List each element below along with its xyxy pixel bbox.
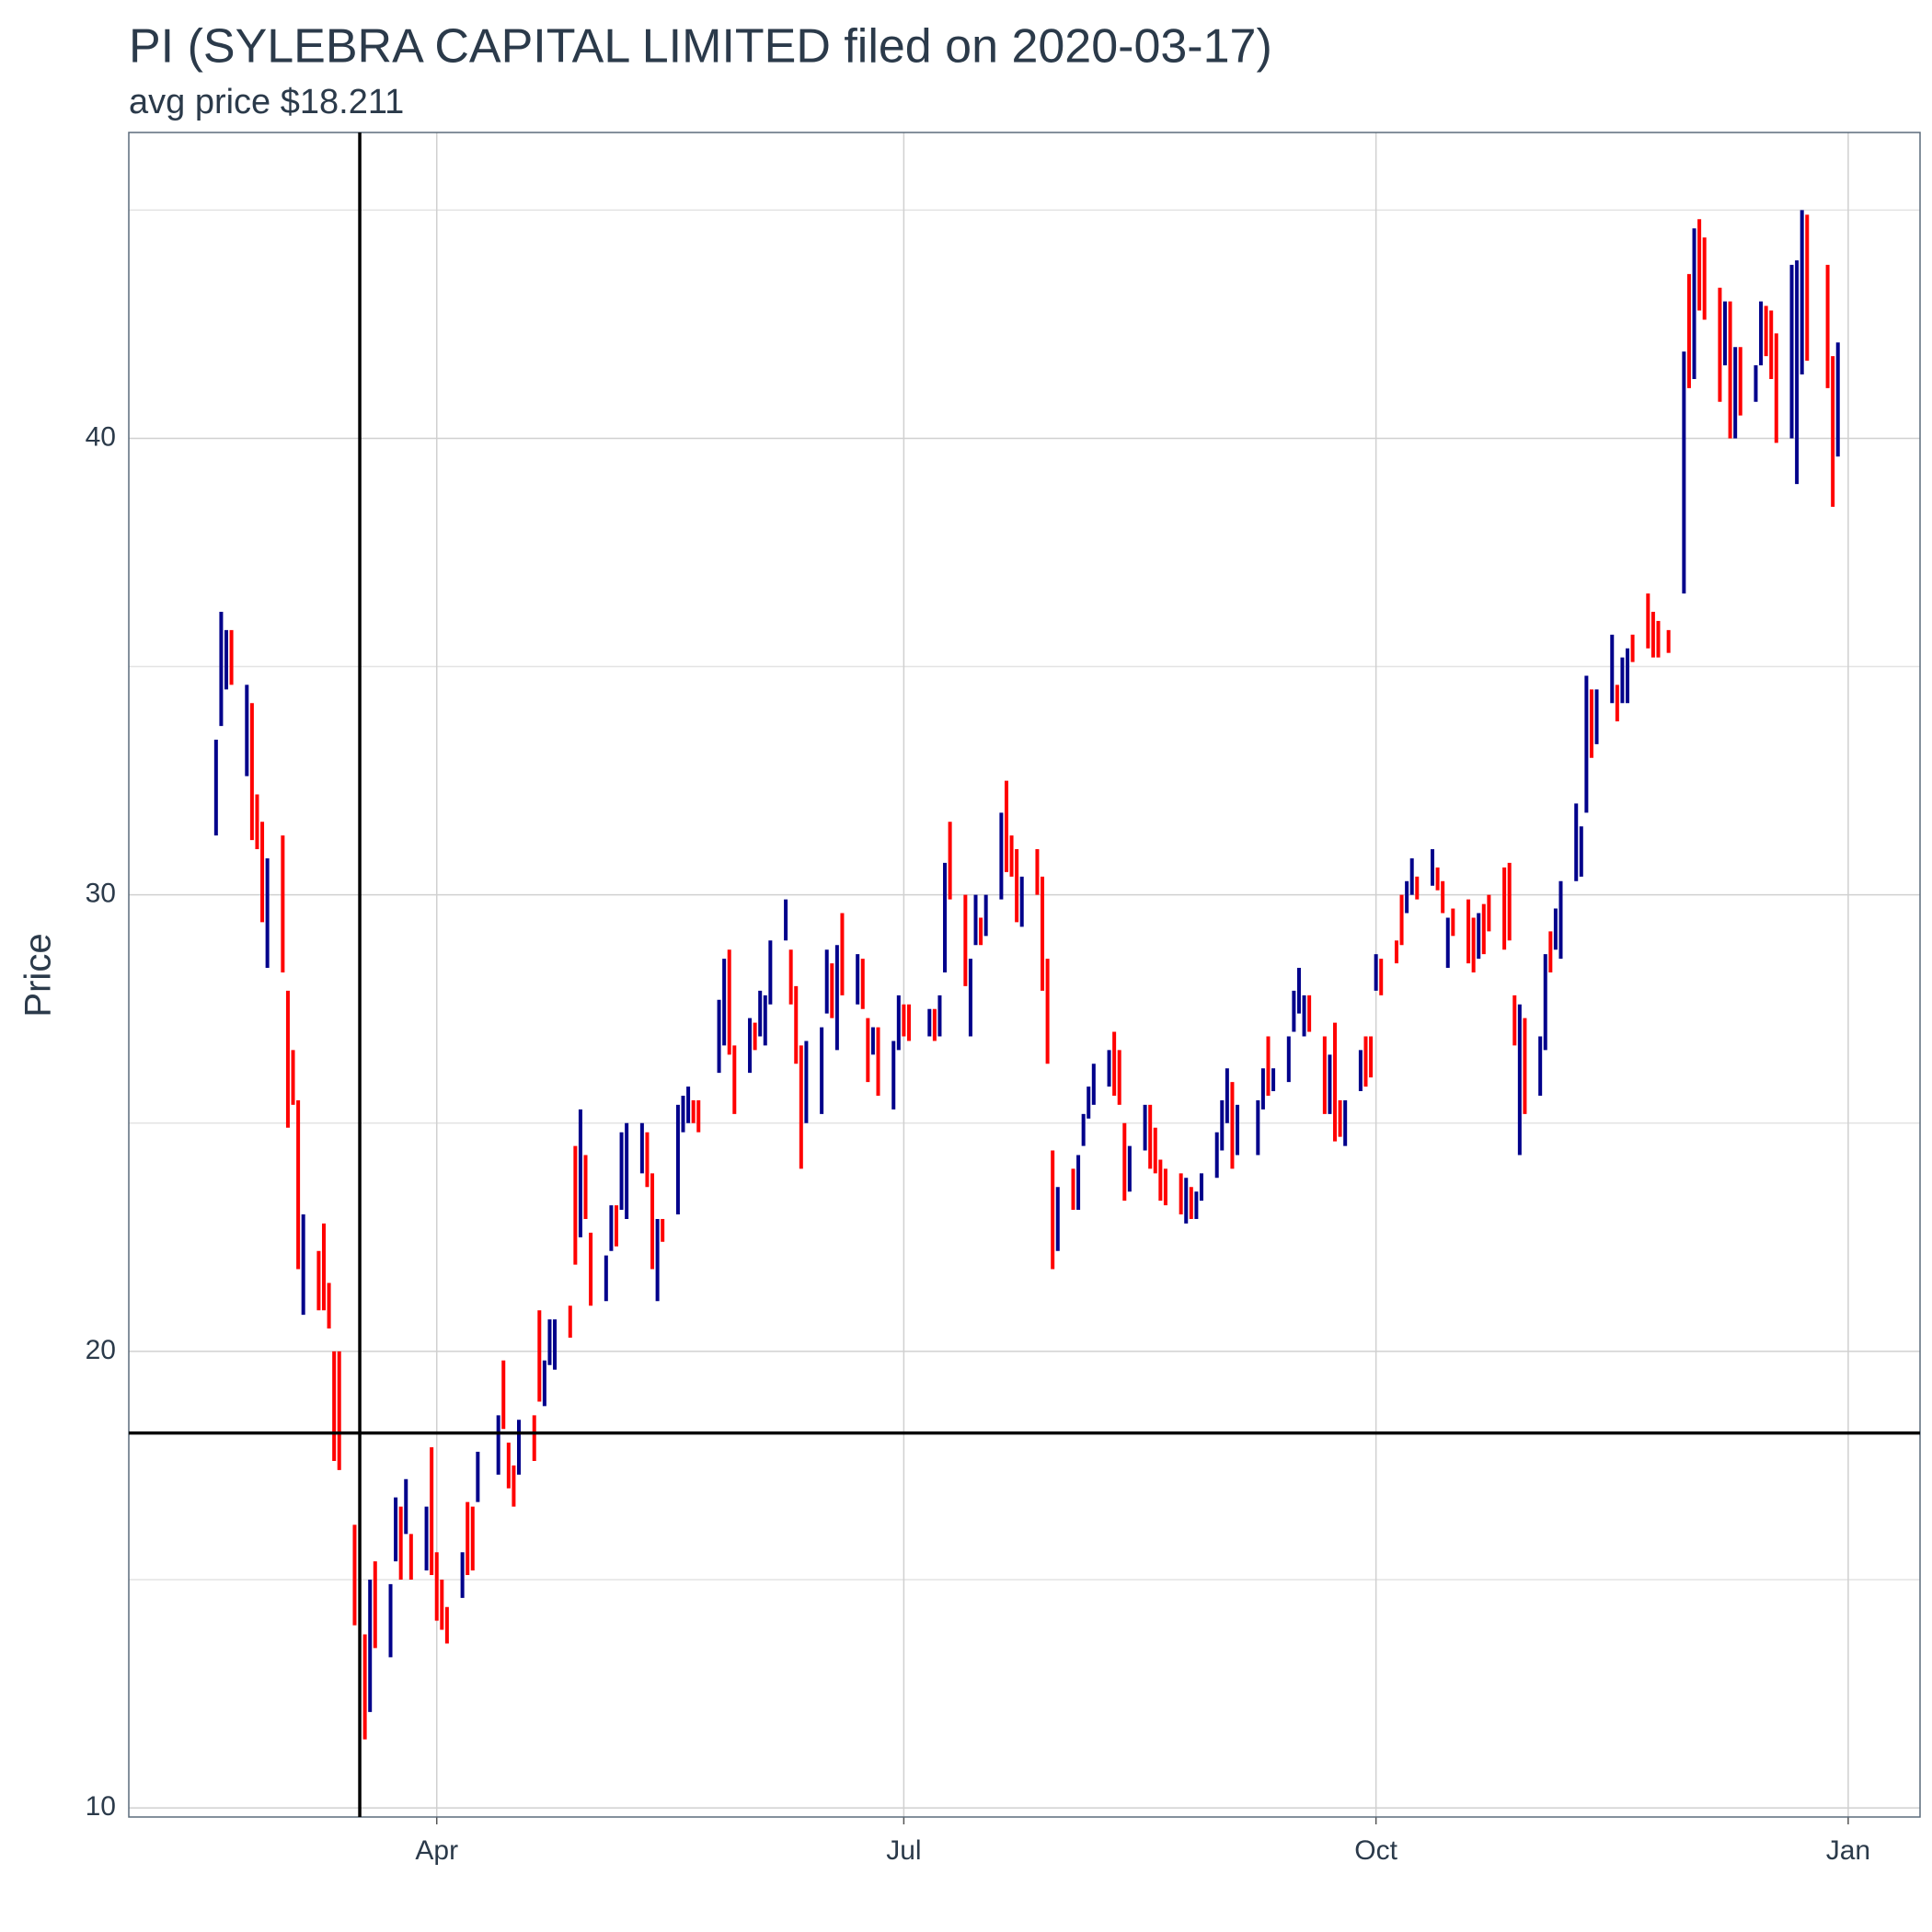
chart-title: PI (SYLEBRA CAPITAL LIMITED filed on 202… [129,20,1272,74]
y-tick-label: 30 [86,879,116,909]
x-tick-label: Jan [1826,1835,1870,1866]
chart-subtitle: avg price $18.211 [129,83,404,121]
x-tick-label: Oct [1354,1835,1397,1866]
x-tick-label: Apr [415,1835,458,1866]
y-tick-label: 10 [86,1791,116,1822]
y-tick-label: 20 [86,1335,116,1365]
x-tick-label: Jul [886,1835,921,1866]
y-tick-label: 40 [86,421,116,452]
y-axis-label: Price [18,933,59,1017]
plot-border [128,132,1921,1818]
